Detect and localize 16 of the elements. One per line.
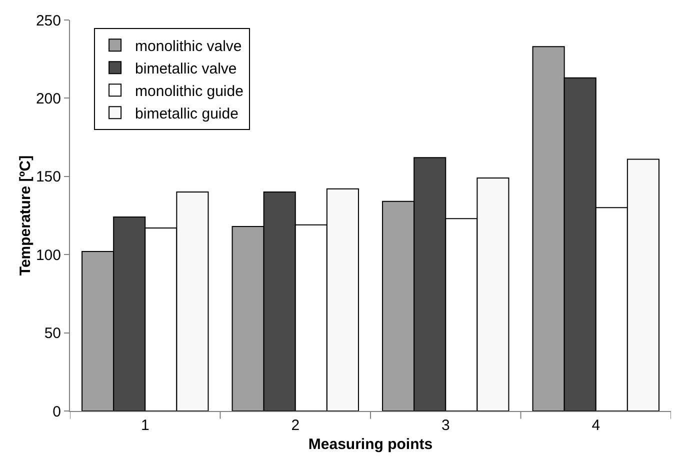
y-tick-label: 100 <box>36 246 61 264</box>
legend-label: bimetallic valve <box>135 60 237 78</box>
y-axis-title: Temperature [ºC] <box>16 155 34 276</box>
x-axis-title: Measuring points <box>308 436 433 453</box>
x-tick-label: 3 <box>441 417 450 434</box>
legend-label: monolithic valve <box>135 38 242 55</box>
legend-label: monolithic guide <box>135 82 244 100</box>
y-tick-label: 150 <box>36 168 61 186</box>
legend-label: bimetallic guide <box>135 105 238 122</box>
y-tick-label: 200 <box>36 90 61 108</box>
x-tick-label: 1 <box>140 417 150 434</box>
y-tick-label: 0 <box>52 403 61 420</box>
y-tick-label: 250 <box>36 12 61 30</box>
y-tick-label: 50 <box>44 325 61 342</box>
x-tick-label: 2 <box>291 417 300 434</box>
x-tick-label: 4 <box>592 417 600 434</box>
